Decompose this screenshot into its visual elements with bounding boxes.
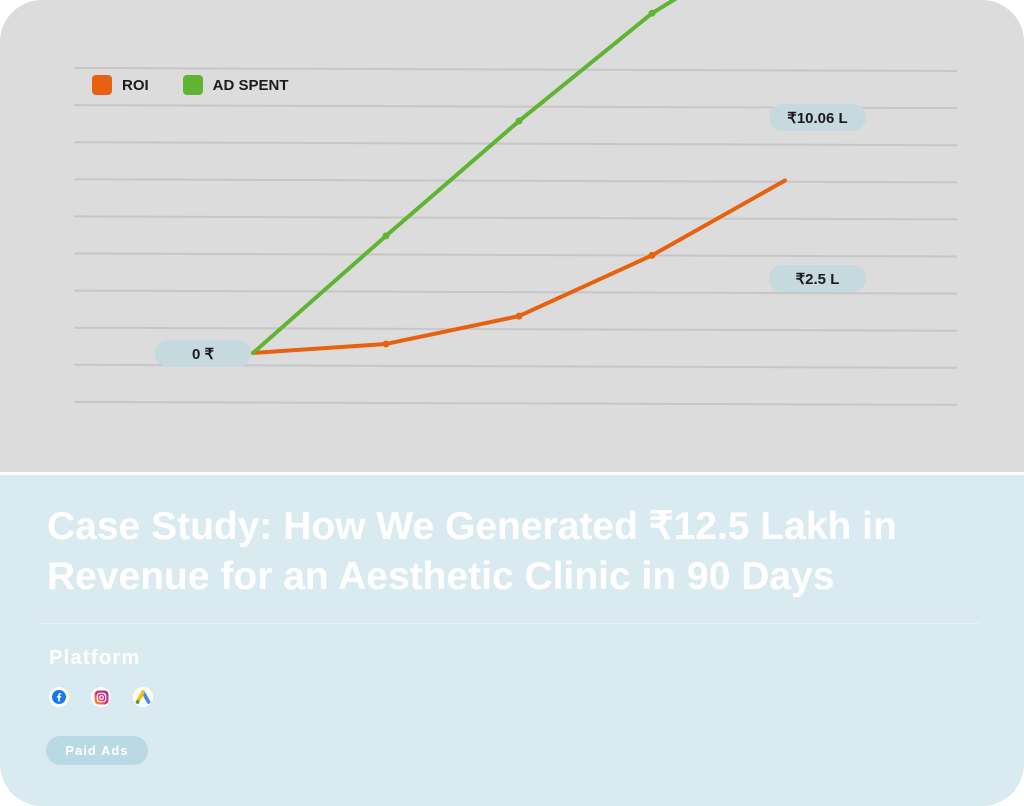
gridline <box>73 289 958 295</box>
gridline <box>73 215 958 221</box>
data-point-ad-spent <box>648 9 656 17</box>
google-ads-icon <box>133 687 153 707</box>
card-details: Case Study: How We Generated ₹12.5 Lakh … <box>0 475 1024 806</box>
chart-legend: ROI AD SPENT <box>92 75 289 95</box>
data-point-roi <box>515 312 523 320</box>
legend-label-ad-spent: AD SPENT <box>212 76 289 94</box>
data-point-ad-spent <box>515 117 523 125</box>
facebook-icon <box>49 687 69 707</box>
gridline <box>73 178 958 184</box>
line-chart <box>73 0 958 406</box>
legend-item-roi: ROI <box>92 75 149 95</box>
chart-panel: ROI AD SPENT 0 ₹ ₹10.06 L ₹2.5 L <box>0 0 1024 472</box>
legend-swatch-roi <box>92 75 112 95</box>
data-point-roi <box>648 251 656 259</box>
platform-icons <box>49 687 153 707</box>
panel-divider <box>0 472 1024 475</box>
case-study-title[interactable]: Case Study: How We Generated ₹12.5 Lakh … <box>47 505 897 598</box>
series-line-roi <box>251 178 787 355</box>
instagram-icon <box>91 687 111 707</box>
legend-item-ad-spent: AD SPENT <box>182 75 289 95</box>
section-divider <box>40 623 980 624</box>
gridline <box>73 252 958 258</box>
gridline <box>73 326 958 332</box>
roi-end-label: ₹2.5 L <box>769 265 866 292</box>
gridline <box>73 67 958 72</box>
ad-spent-end-label: ₹10.06 L <box>769 104 866 131</box>
start-value-label: 0 ₹ <box>155 340 251 367</box>
gridline <box>73 400 958 406</box>
platform-label: Platform <box>49 647 141 669</box>
data-point-ad-spent <box>382 232 390 240</box>
data-point-roi <box>382 340 390 348</box>
series-line-ad-spent <box>251 0 678 355</box>
legend-label-roi: ROI <box>122 76 149 94</box>
paid-ads-tag[interactable]: Paid Ads <box>46 736 148 765</box>
legend-swatch-ad-spent <box>182 75 203 95</box>
gridline <box>73 141 958 147</box>
